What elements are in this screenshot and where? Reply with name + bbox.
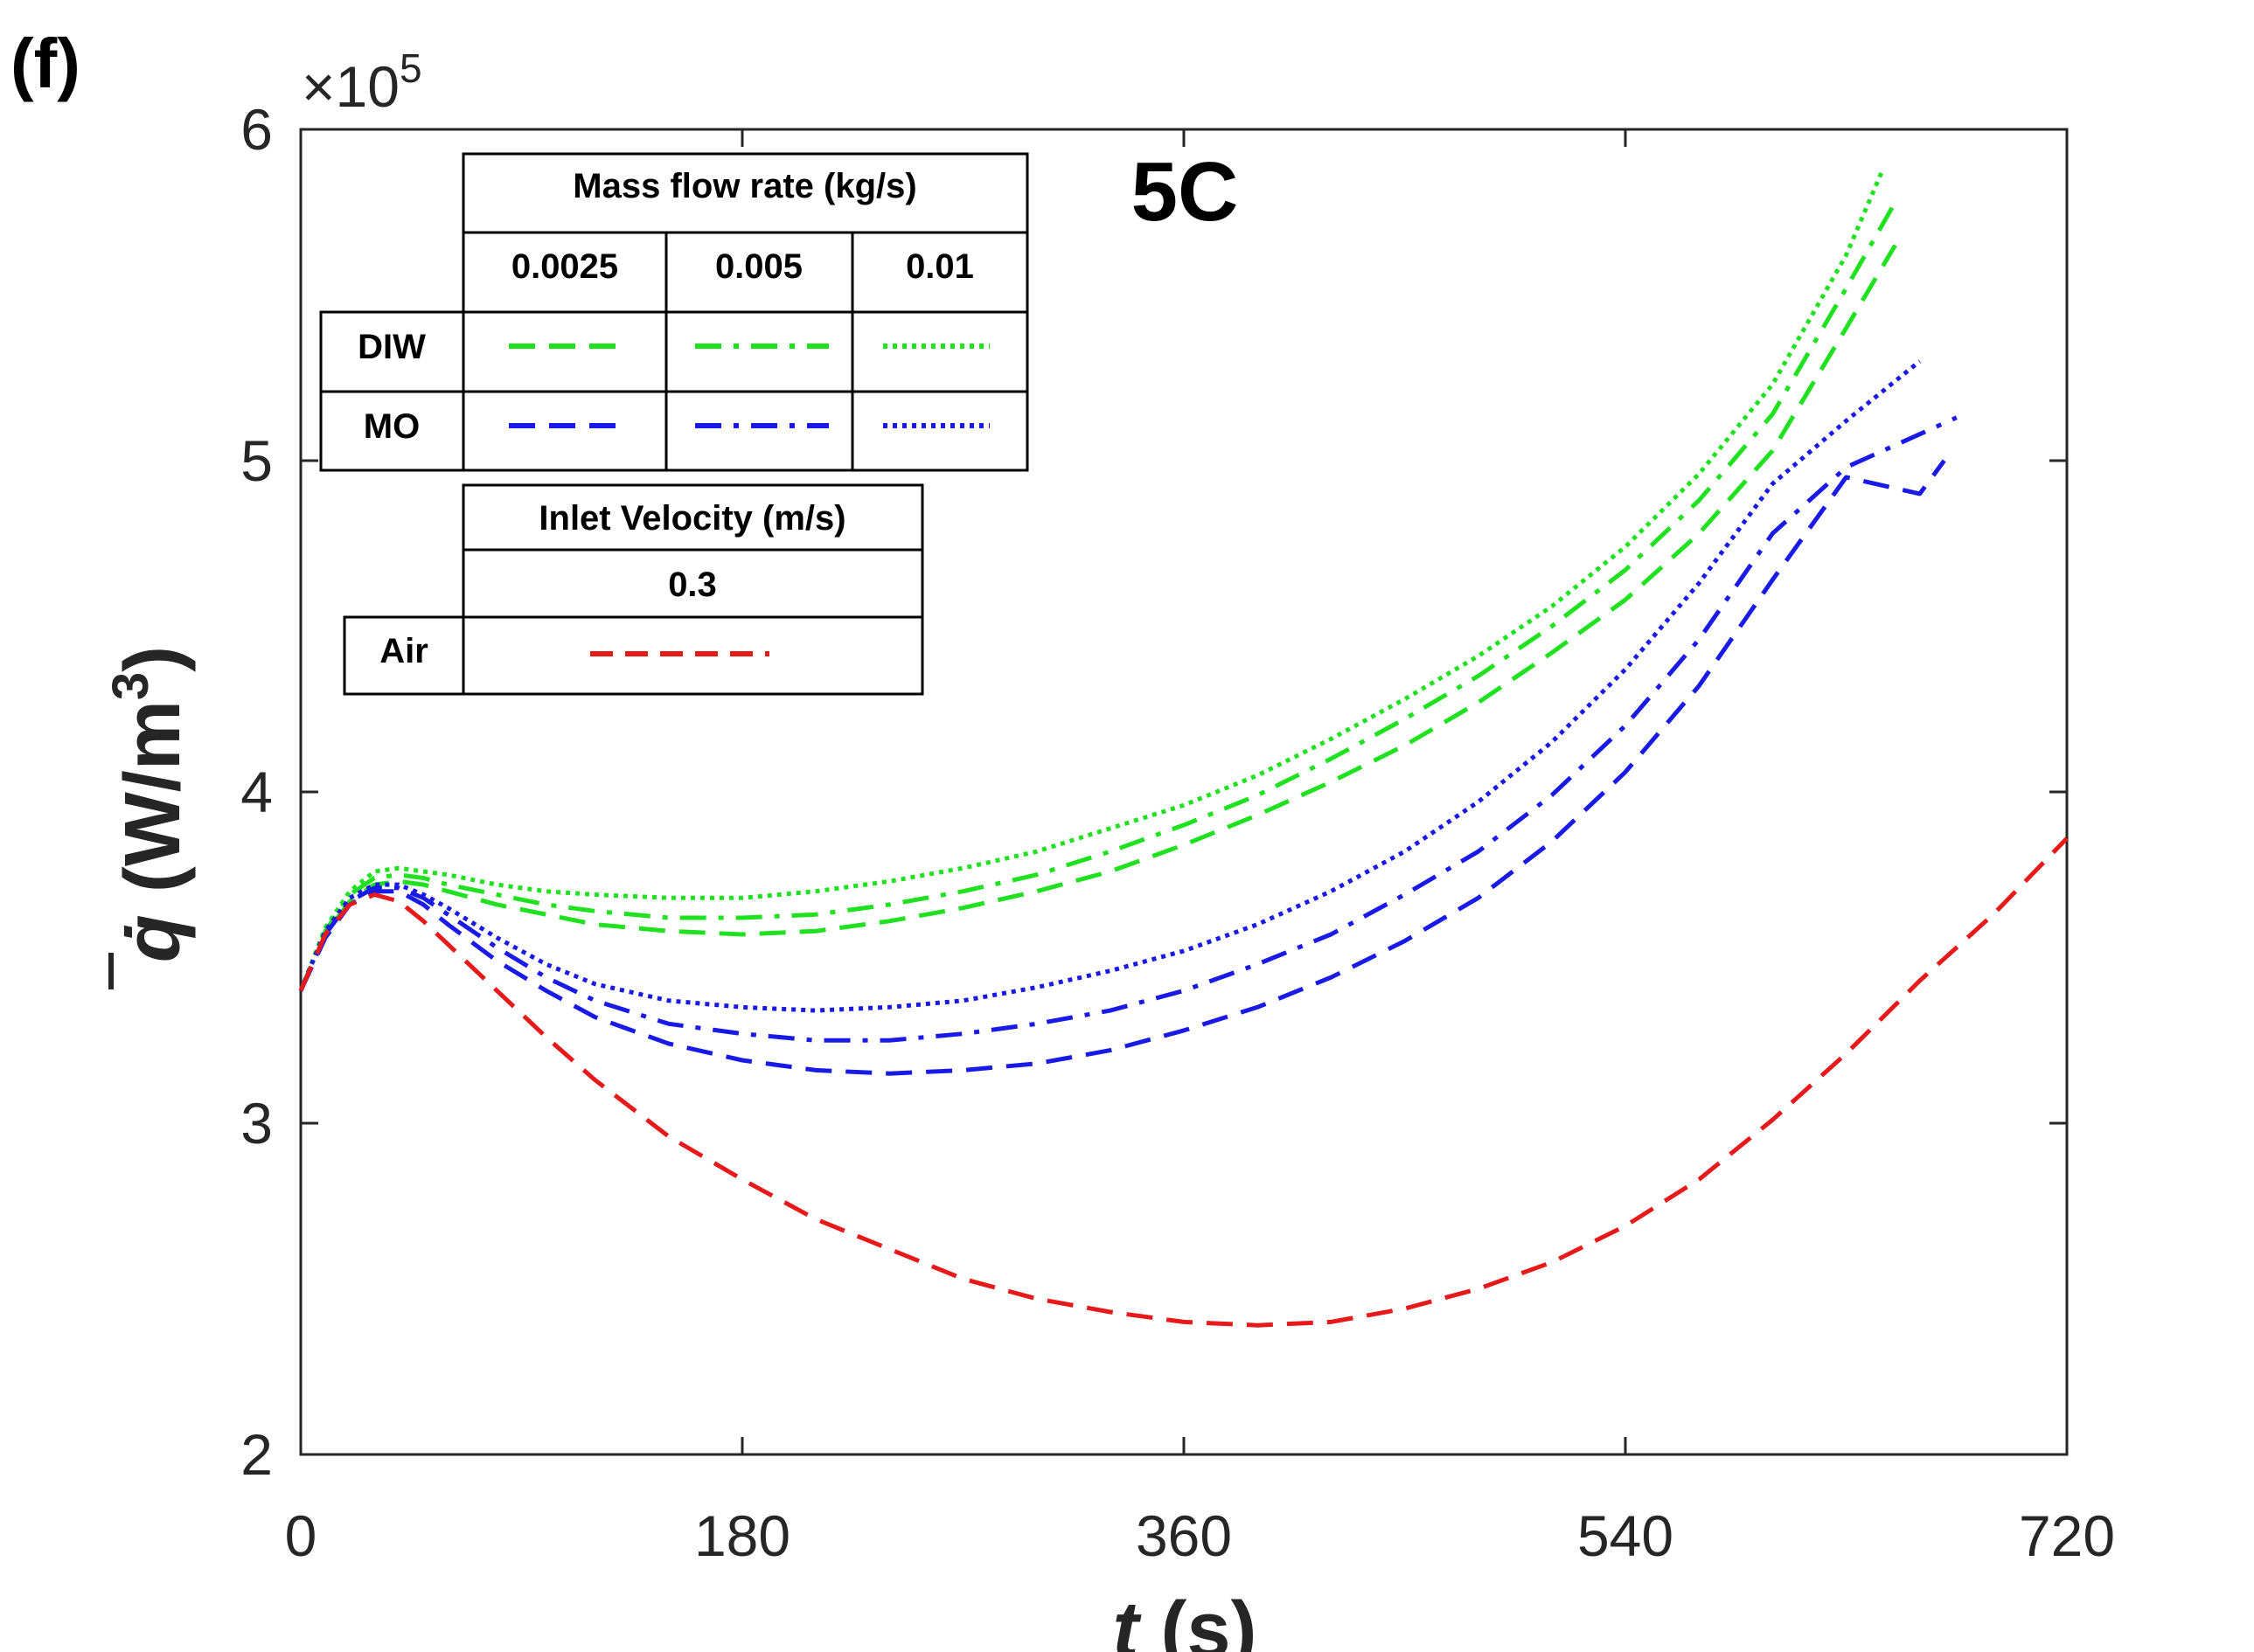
legend-velocity-value: 0.3: [668, 566, 717, 604]
legend-swatch-cell: [462, 615, 924, 696]
legend-flow-value: 0.01: [906, 247, 974, 286]
legend-swatch-cell: [851, 390, 1029, 472]
series-line-4: [298, 415, 1958, 1043]
y-ticks: 2 3 4 5 6: [240, 97, 273, 1487]
panel-label: (f): [10, 24, 80, 102]
x-tick-4: 720: [2019, 1503, 2115, 1568]
x-axis-unit: (s): [1138, 1586, 1256, 1652]
legend-row-label-cell: [319, 390, 465, 472]
legend-flow-value-cell: [851, 231, 1029, 314]
y-axis-sup: 3: [102, 672, 159, 700]
legend-swatch-cell: [664, 390, 854, 472]
legend-row-label-cell: [343, 615, 465, 696]
legend-swatch-cell: [462, 390, 668, 472]
x-tick-0: 0: [285, 1503, 317, 1568]
x-tick-3: 540: [1577, 1503, 1673, 1568]
y-axis-title: q̇ (W/m3): [102, 646, 197, 989]
legend-flow-value: 0.005: [715, 247, 803, 286]
tick-marks: [299, 128, 2069, 1456]
y-multiplier-base: ×10: [302, 54, 400, 119]
x-tick-2: 360: [1136, 1503, 1232, 1568]
x-tick-label: 0: [285, 1503, 317, 1568]
chart-title: 5C: [1131, 145, 1239, 239]
legend-flow-header: Mass flow rate (kg/s): [573, 167, 916, 205]
legend-swatch-cell: [664, 310, 854, 393]
legend-table-air: Inlet Velocity (m/s) 0.3 Air: [343, 483, 924, 696]
svg-text:q̇ (W/m3): q̇ (W/m3): [102, 646, 197, 962]
x-tick-label: 180: [694, 1503, 790, 1568]
series-line-5: [298, 359, 1922, 1013]
x-tick-label: 720: [2019, 1503, 2115, 1568]
y-axis-close: ): [109, 646, 197, 672]
legend-swatch-cell: [462, 310, 668, 393]
x-axis-title: t (s): [1113, 1586, 1257, 1652]
legend-row-diw: DIW: [358, 328, 426, 366]
series-line-3: [298, 459, 1946, 1076]
y-multiplier: ×105: [302, 45, 422, 119]
legend-table-flow: Mass flow rate (kg/s) 0.0025 0.005 0.01 …: [319, 152, 1029, 472]
series-line-6: [298, 836, 2069, 1328]
y-axis-symbol: q̇: [109, 914, 197, 962]
x-tick-label: 360: [1136, 1503, 1232, 1568]
x-axis-var: t: [1113, 1586, 1143, 1652]
y-tick-label: 2: [240, 1422, 273, 1487]
legend-swatch-cell: [851, 310, 1029, 393]
y-tick-label: 4: [240, 760, 273, 824]
legend-row-air: Air: [379, 632, 428, 670]
legend-row-mo: MO: [364, 407, 420, 446]
legend-velocity-header: Inlet Velocity (m/s): [539, 499, 845, 538]
x-tick-1: 180: [694, 1503, 790, 1568]
y-multiplier-exp: 5: [400, 45, 422, 91]
y-tick-label: 6: [240, 97, 273, 162]
legend-velocity-value-cell: [462, 548, 924, 619]
x-ticks: 0 180 360 540 720: [285, 1503, 2115, 1568]
y-axis-unit: (W/m: [109, 700, 197, 914]
y-tick-label: 3: [240, 1091, 273, 1156]
legend-velocity-header-cell: [462, 483, 924, 552]
x-tick-label: 540: [1577, 1503, 1673, 1568]
series-line-1: [298, 201, 1897, 992]
y-tick-label: 5: [240, 428, 273, 493]
legend-row-label-cell: [319, 310, 465, 393]
series-layer: [298, 168, 2069, 1328]
legend-flow-value: 0.0025: [511, 247, 618, 286]
series-line-0: [298, 244, 1897, 992]
